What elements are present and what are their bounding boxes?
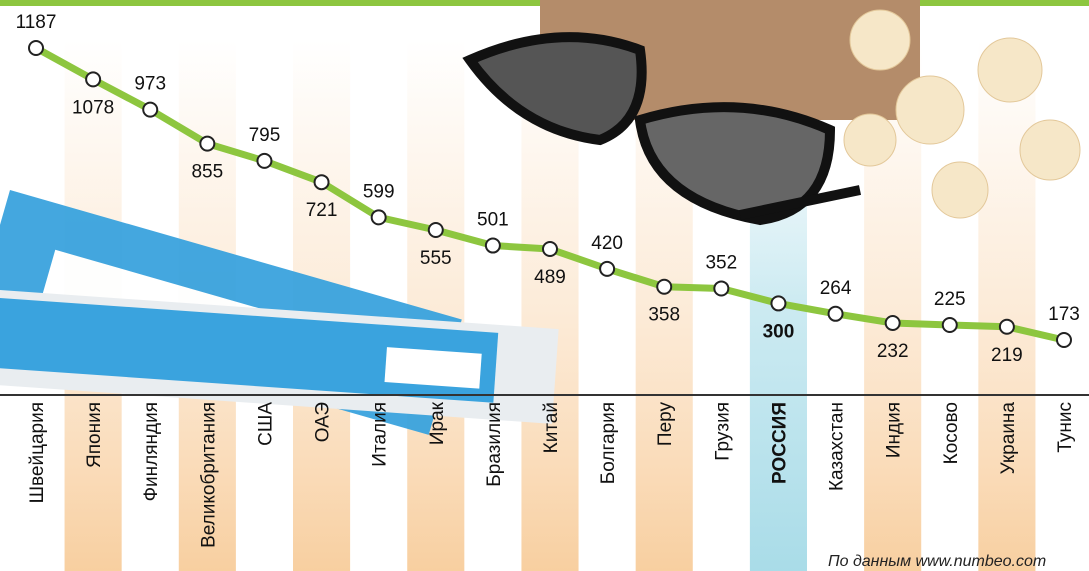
point (829, 307, 843, 321)
point (1057, 333, 1071, 347)
point (372, 210, 386, 224)
x-tick-label: Индия (884, 402, 905, 458)
point (257, 154, 271, 168)
value-label: 721 (306, 200, 338, 221)
value-label: 973 (134, 74, 166, 95)
point (429, 223, 443, 237)
value-label: 264 (820, 278, 852, 299)
x-tick-label: Грузия (712, 402, 733, 461)
value-label: 501 (477, 210, 509, 231)
point (143, 103, 157, 117)
point (771, 296, 785, 310)
chart: 1187 1078 973 855 795 721 599 555 501 489 420 358 35… (0, 0, 1089, 571)
value-label: 489 (534, 267, 566, 288)
value-label: 352 (705, 252, 737, 273)
point (29, 41, 43, 55)
stripe (407, 40, 464, 571)
x-tick-label: Болгария (598, 402, 619, 484)
x-tick-label: Япония (84, 402, 105, 468)
x-tick-label: США (255, 402, 276, 446)
value-label: 225 (934, 289, 966, 310)
point (1000, 320, 1014, 334)
x-tick-label: Китай (541, 402, 562, 453)
point (200, 137, 214, 151)
x-tick-label: Ирак (427, 401, 448, 445)
value-label: 1078 (72, 97, 114, 118)
value-label: 795 (249, 125, 281, 146)
x-tick-label: РОССИЯ (769, 402, 790, 484)
x-tick-label: Бразилия (484, 402, 505, 487)
value-label: 300 (763, 321, 795, 342)
value-label: 1187 (16, 12, 57, 33)
value-label: 358 (648, 305, 680, 326)
value-label: 555 (420, 248, 452, 269)
point (886, 316, 900, 330)
value-label: 173 (1048, 304, 1080, 325)
value-label: 599 (363, 181, 395, 202)
x-tick-label: Италия (370, 402, 391, 467)
point (543, 242, 557, 256)
x-tick-label: Тунис (1055, 402, 1076, 453)
source-note: По данным www.numbeo.com (828, 553, 1046, 570)
point (943, 318, 957, 332)
value-label: 420 (591, 233, 623, 254)
stripe (978, 40, 1035, 571)
value-label: 219 (991, 345, 1023, 366)
page: {"chart_data": {"type": "line", "categor… (0, 0, 1089, 571)
x-tick-label: ОАЭ (313, 402, 334, 442)
x-tick-label: Казахстан (827, 402, 848, 491)
value-label: 855 (191, 162, 223, 183)
x-tick-label: Перу (655, 402, 676, 447)
point (600, 262, 614, 276)
point (315, 175, 329, 189)
point (86, 72, 100, 86)
x-tick-label: Швейцария (27, 402, 48, 503)
x-tick-label: Финляндия (141, 402, 162, 501)
value-label: 232 (877, 341, 909, 362)
ticket-field (385, 347, 482, 389)
x-tick-label: Великобритания (198, 402, 219, 548)
x-tick-label: Украина (998, 402, 1019, 475)
point (486, 239, 500, 253)
point (657, 280, 671, 294)
point (714, 281, 728, 295)
x-tick-label: Косово (941, 402, 962, 464)
